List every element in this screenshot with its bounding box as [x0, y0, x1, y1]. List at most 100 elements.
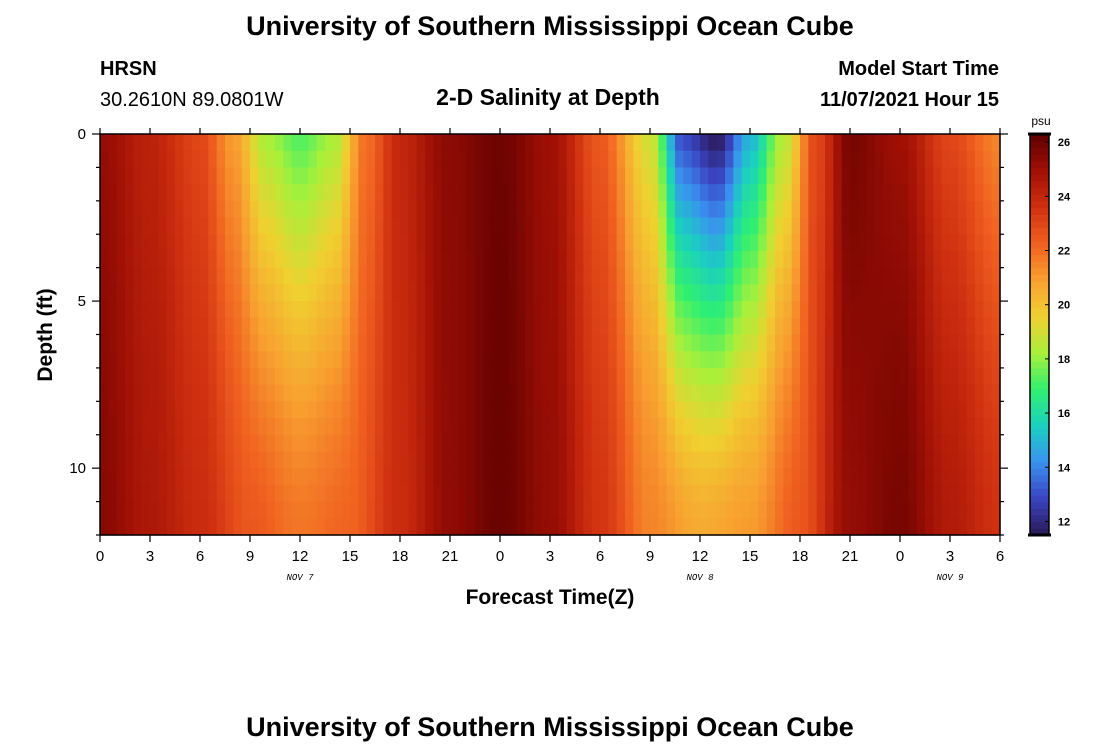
heatmap-cell	[708, 434, 718, 453]
heatmap-cell	[541, 484, 551, 503]
heatmap-cell	[508, 250, 518, 269]
heatmap-cell	[208, 484, 218, 503]
heatmap-cell	[116, 334, 126, 352]
heatmap-cell	[225, 351, 234, 369]
heatmap-cell	[366, 367, 376, 386]
colorbar-band	[1030, 194, 1049, 202]
heatmap-cell	[500, 184, 509, 202]
heatmap-cell	[866, 217, 876, 235]
heatmap-cell	[675, 351, 684, 369]
heatmap-cell	[200, 468, 209, 486]
heatmap-cell	[850, 150, 859, 169]
heatmap-cell	[575, 484, 584, 503]
heatmap-cell	[783, 134, 793, 152]
heatmap-cell	[266, 167, 276, 185]
heatmap-cell	[250, 334, 259, 352]
heatmap-cell	[183, 418, 193, 436]
heatmap-cell	[758, 334, 768, 352]
colorbar-band	[1030, 394, 1049, 402]
heatmap-cell	[541, 351, 551, 369]
heatmap-cell	[675, 317, 684, 336]
heatmap-cell	[616, 217, 626, 235]
heatmap-cell	[350, 468, 359, 486]
colorbar-band	[1030, 401, 1049, 409]
heatmap-cell	[275, 267, 284, 285]
heatmap-cell	[900, 234, 909, 252]
heatmap-cell	[541, 434, 551, 453]
heatmap-cell	[508, 134, 518, 152]
heatmap-cell	[291, 451, 301, 469]
heatmap-cell	[550, 217, 559, 235]
heatmap-cell	[491, 267, 501, 285]
heatmap-cell	[258, 384, 268, 402]
heatmap-cell	[766, 317, 776, 336]
heatmap-cell	[433, 468, 443, 486]
colorbar-band	[1030, 448, 1049, 456]
heatmap-cell	[966, 501, 976, 519]
heatmap-cell	[700, 267, 709, 285]
heatmap-cell	[475, 284, 484, 302]
heatmap-cell	[616, 434, 626, 453]
heatmap-cell	[408, 317, 418, 336]
heatmap-cell	[566, 150, 576, 169]
heatmap-cell	[400, 518, 409, 536]
heatmap-cell	[550, 184, 559, 202]
heatmap-cell	[891, 150, 901, 169]
heatmap-cell	[708, 418, 718, 436]
heatmap-cell	[141, 184, 151, 202]
heatmap-cell	[166, 384, 176, 402]
heatmap-cell	[483, 317, 493, 336]
heatmap-cell	[741, 351, 751, 369]
heatmap-cell	[708, 451, 718, 469]
heatmap-cell	[250, 501, 259, 519]
heatmap-cell	[916, 518, 926, 536]
heatmap-cell	[208, 451, 218, 469]
heatmap-cell	[141, 451, 151, 469]
heatmap-cell	[725, 217, 734, 235]
heatmap-cell	[408, 468, 418, 486]
heatmap-cell	[125, 301, 134, 319]
x-tick-label: 15	[342, 548, 359, 565]
heatmap-cell	[500, 250, 509, 269]
heatmap-cell	[841, 367, 851, 386]
heatmap-cell	[600, 451, 609, 469]
heatmap-cell	[183, 200, 193, 219]
heatmap-cell	[808, 484, 818, 503]
heatmap-cell	[216, 351, 226, 369]
heatmap-cell	[891, 418, 901, 436]
heatmap-cell	[825, 367, 834, 386]
heatmap-cell	[591, 367, 601, 386]
heatmap-cell	[591, 167, 601, 185]
heatmap-cell	[366, 250, 376, 269]
heatmap-cell	[933, 434, 943, 453]
heatmap-cell	[375, 351, 384, 369]
heatmap-cell	[933, 351, 943, 369]
heatmap-cell	[350, 167, 359, 185]
heatmap-cell	[916, 501, 926, 519]
heatmap-cell	[475, 184, 484, 202]
heatmap-cell	[300, 234, 309, 252]
heatmap-cell	[700, 518, 709, 536]
heatmap-cell	[308, 184, 318, 202]
heatmap-cell	[941, 468, 951, 486]
heatmap-cell	[933, 134, 943, 152]
heatmap-cell	[850, 284, 859, 302]
heatmap-cell	[983, 401, 993, 419]
heatmap-cell	[283, 451, 293, 469]
heatmap-cell	[183, 217, 193, 235]
heatmap-cell	[850, 501, 859, 519]
heatmap-cell	[758, 484, 768, 503]
heatmap-cell	[658, 351, 668, 369]
heatmap-cell	[783, 351, 793, 369]
heatmap-cell	[666, 367, 676, 386]
heatmap-cell	[808, 284, 818, 302]
heatmap-cell	[758, 434, 768, 453]
heatmap-cell	[125, 184, 134, 202]
heatmap-cell	[508, 501, 518, 519]
heatmap-cell	[991, 468, 1001, 486]
heatmap-cell	[858, 134, 868, 152]
heatmap-cell	[100, 217, 109, 235]
heatmap-cell	[291, 301, 301, 319]
heatmap-cell	[975, 384, 984, 402]
heatmap-cell	[358, 451, 368, 469]
